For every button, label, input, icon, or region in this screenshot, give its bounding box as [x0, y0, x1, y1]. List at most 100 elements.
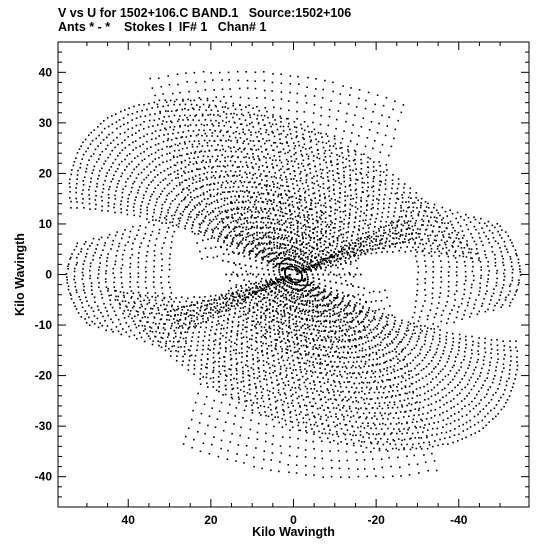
- uv-point: [268, 327, 271, 329]
- uv-point: [293, 126, 296, 128]
- uv-point: [337, 355, 339, 358]
- uv-point: [302, 417, 305, 419]
- uv-point: [423, 427, 425, 429]
- uv-point: [332, 407, 335, 409]
- uv-point: [292, 206, 295, 208]
- uv-point: [294, 334, 296, 336]
- uv-point: [213, 114, 215, 116]
- uv-point: [298, 290, 301, 292]
- uv-point: [239, 123, 242, 125]
- uv-point: [349, 184, 352, 186]
- uv-point: [184, 124, 186, 127]
- uv-point: [449, 370, 452, 372]
- uv-point: [443, 403, 445, 406]
- uv-point: [266, 200, 269, 203]
- uv-point: [217, 110, 219, 112]
- uv-point: [225, 113, 228, 115]
- uv-point: [141, 159, 144, 162]
- uv-point: [389, 333, 391, 336]
- uv-point: [337, 177, 340, 179]
- uv-point: [355, 434, 357, 437]
- uv-point: [362, 329, 365, 331]
- uv-point: [427, 404, 430, 406]
- uv-point: [273, 324, 275, 327]
- uv-point: [248, 293, 250, 295]
- uv-point: [266, 175, 268, 177]
- uv-point: [401, 406, 404, 408]
- uv-point: [313, 423, 316, 426]
- uv-point: [257, 290, 259, 292]
- uv-point: [106, 117, 109, 119]
- uv-point: [176, 355, 178, 357]
- uv-point: [319, 163, 321, 166]
- uv-point: [472, 372, 474, 375]
- uv-point: [269, 327, 272, 330]
- uv-point: [243, 222, 245, 225]
- uv-point: [263, 405, 266, 408]
- uv-point: [303, 129, 306, 132]
- uv-point: [166, 336, 169, 338]
- uv-point: [291, 354, 293, 357]
- uv-point: [204, 296, 206, 298]
- uv-point: [329, 292, 331, 294]
- uv-point: [263, 326, 266, 329]
- uv-point: [239, 307, 242, 309]
- uv-point: [250, 227, 252, 230]
- uv-point: [288, 222, 291, 224]
- uv-point: [323, 243, 325, 246]
- uv-point: [244, 395, 246, 397]
- uv-point: [350, 366, 353, 369]
- uv-point: [325, 340, 327, 342]
- uv-point: [224, 384, 227, 387]
- uv-point: [379, 356, 381, 359]
- uv-point: [473, 415, 476, 418]
- uv-point: [289, 416, 292, 418]
- uv-point: [162, 120, 164, 122]
- uv-point: [295, 351, 297, 353]
- uv-point: [323, 259, 326, 261]
- uv-point: [363, 318, 365, 321]
- uv-point: [379, 363, 381, 366]
- uv-point: [463, 355, 466, 358]
- uv-point: [200, 364, 203, 366]
- uv-point: [284, 384, 287, 387]
- uv-point: [372, 170, 375, 172]
- uv-point: [269, 312, 271, 314]
- uv-point: [284, 152, 286, 155]
- uv-point: [207, 224, 210, 226]
- uv-point: [228, 135, 231, 138]
- uv-point: [196, 162, 198, 164]
- uv-point: [408, 426, 411, 429]
- uv-point: [257, 422, 260, 425]
- uv-point: [187, 309, 189, 311]
- uv-point: [392, 417, 395, 419]
- y-tick-label: -40: [35, 470, 53, 484]
- uv-point: [350, 313, 353, 315]
- uv-point: [415, 427, 417, 429]
- uv-point: [297, 167, 300, 169]
- uv-point: [447, 222, 449, 224]
- y-tick-label: 10: [39, 217, 53, 231]
- uv-point: [258, 251, 260, 254]
- uv-point: [286, 374, 288, 376]
- uv-point: [370, 376, 372, 378]
- uv-point: [423, 343, 426, 346]
- uv-point: [367, 156, 369, 159]
- uv-point: [306, 216, 309, 218]
- uv-point: [320, 372, 323, 374]
- uv-point: [229, 170, 232, 172]
- uv-point: [335, 319, 337, 322]
- uv-point: [326, 388, 329, 390]
- uv-point: [375, 335, 378, 337]
- uv-point: [505, 402, 507, 404]
- uv-point: [273, 319, 275, 321]
- uv-point: [88, 134, 90, 137]
- uv-point: [258, 412, 261, 414]
- uv-point: [205, 230, 208, 232]
- uv-point: [318, 157, 321, 160]
- uv-point: [339, 360, 341, 363]
- uv-point: [217, 376, 220, 378]
- uv-point: [289, 128, 291, 131]
- uv-point: [407, 428, 409, 431]
- uv-point: [368, 437, 370, 439]
